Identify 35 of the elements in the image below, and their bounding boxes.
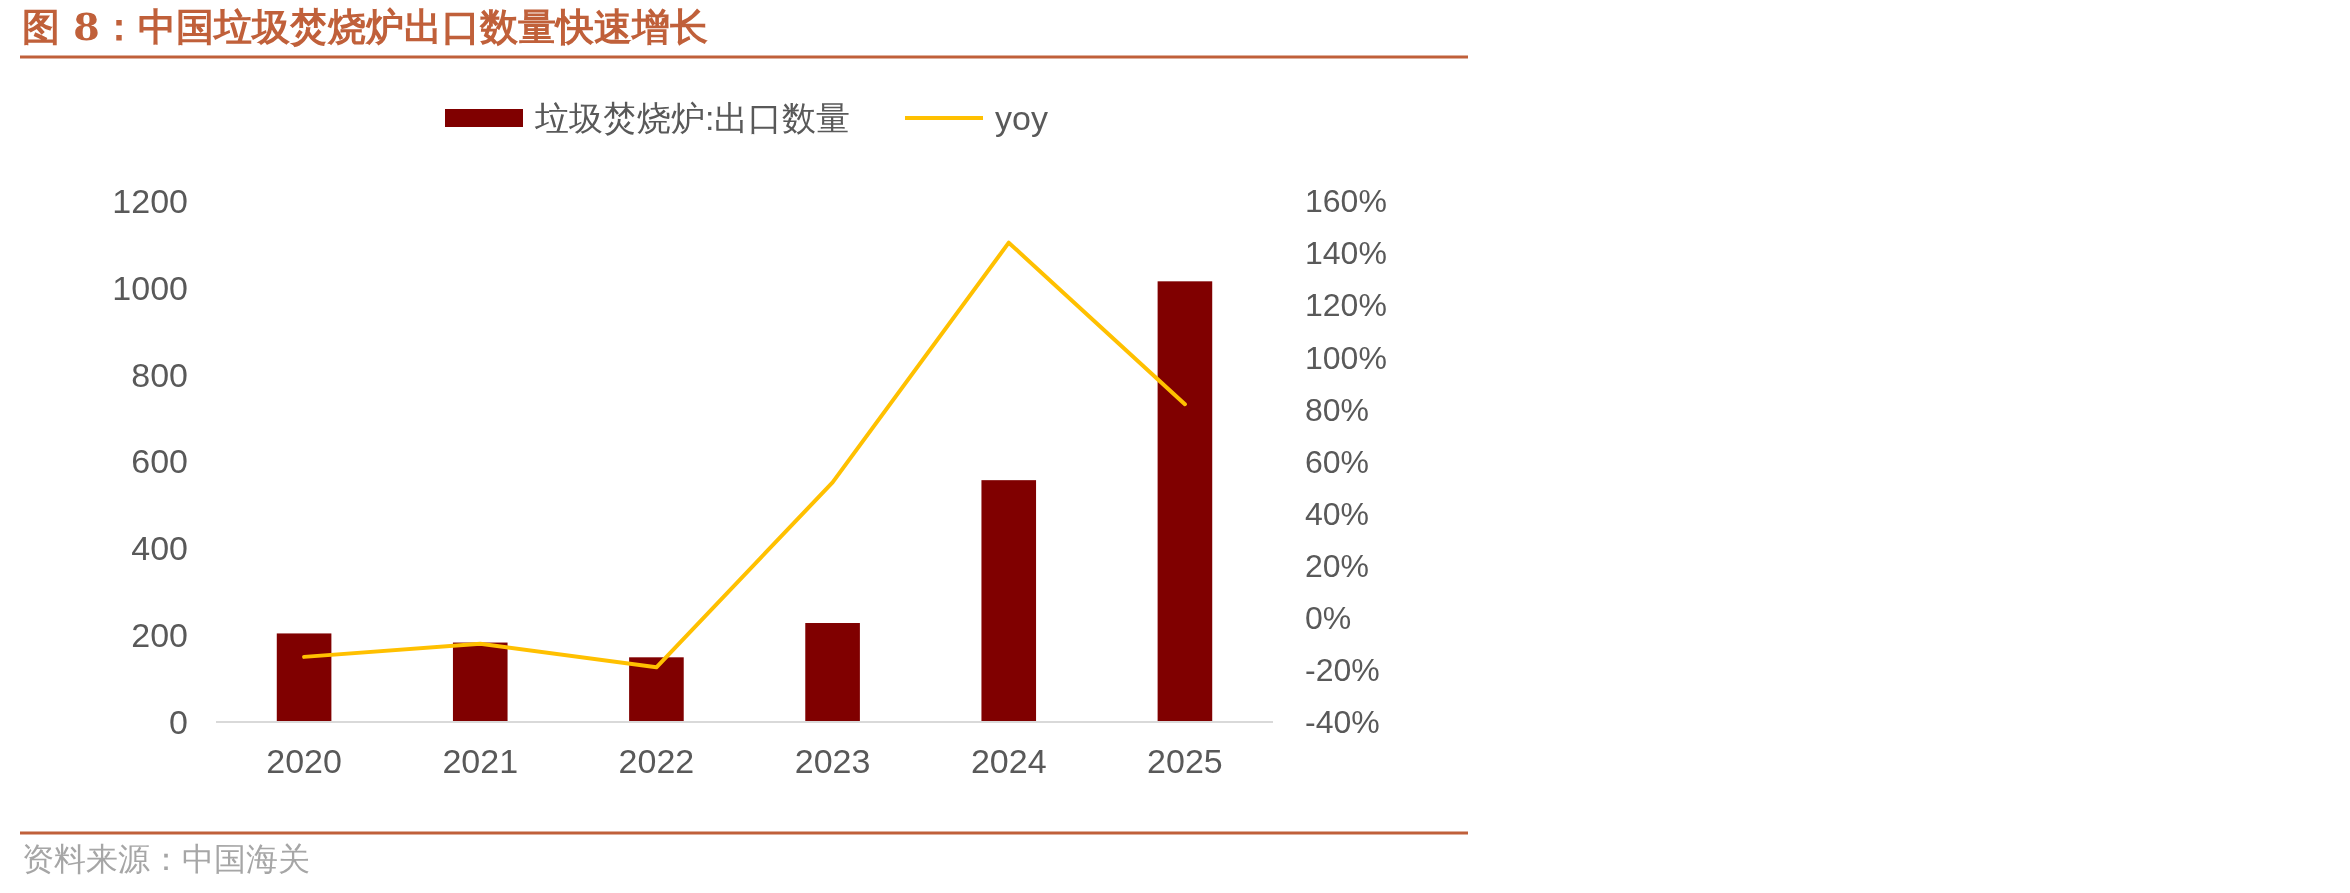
x-tick-label: 2021 [442, 742, 519, 780]
y-tick-label: 600 [131, 442, 188, 481]
y-tick-label: 1000 [112, 268, 188, 307]
bar [276, 633, 332, 722]
legend-label: yoy [995, 98, 1048, 137]
bar [1157, 281, 1213, 722]
bar [981, 480, 1037, 722]
x-tick-label: 2023 [794, 742, 871, 780]
y-tick-label: 1200 [112, 181, 188, 220]
x-tick-label: 2024 [970, 742, 1047, 780]
bar [629, 657, 684, 722]
x-tick-label: 2022 [618, 742, 695, 780]
y2-tick-label: 100% [1305, 339, 1387, 376]
y-tick-label: 800 [131, 355, 188, 394]
y2-tick-label: 140% [1305, 235, 1387, 272]
x-tick-label: 2025 [1147, 742, 1223, 780]
y2-tick-label: -40% [1305, 704, 1380, 741]
line-series [302, 240, 1187, 670]
y2-tick-label: 60% [1305, 443, 1370, 480]
y-tick-label: 400 [131, 529, 188, 568]
text: 资料来源：中国海关 [22, 840, 310, 878]
y-tick-label: 200 [131, 616, 188, 655]
y2-tick-label: 80% [1305, 391, 1370, 428]
y2-tick-label: 160% [1305, 183, 1387, 220]
y2-tick-label: 20% [1305, 547, 1370, 584]
bar [452, 642, 508, 722]
y2-tick-label: -20% [1305, 652, 1380, 689]
y2-tick-label: 120% [1305, 287, 1387, 324]
y2-tick-label: 0% [1305, 600, 1352, 636]
x-tick-label: 2020 [266, 742, 342, 780]
y-tick-label: 0 [169, 702, 188, 741]
legend-label: 垃圾焚烧炉:出口数量 [534, 98, 851, 137]
chart-title: 图 8：中国垃圾焚烧炉出口数量快速增长 [22, 4, 708, 49]
y2-tick-label: 40% [1305, 495, 1370, 532]
bar [805, 623, 860, 722]
